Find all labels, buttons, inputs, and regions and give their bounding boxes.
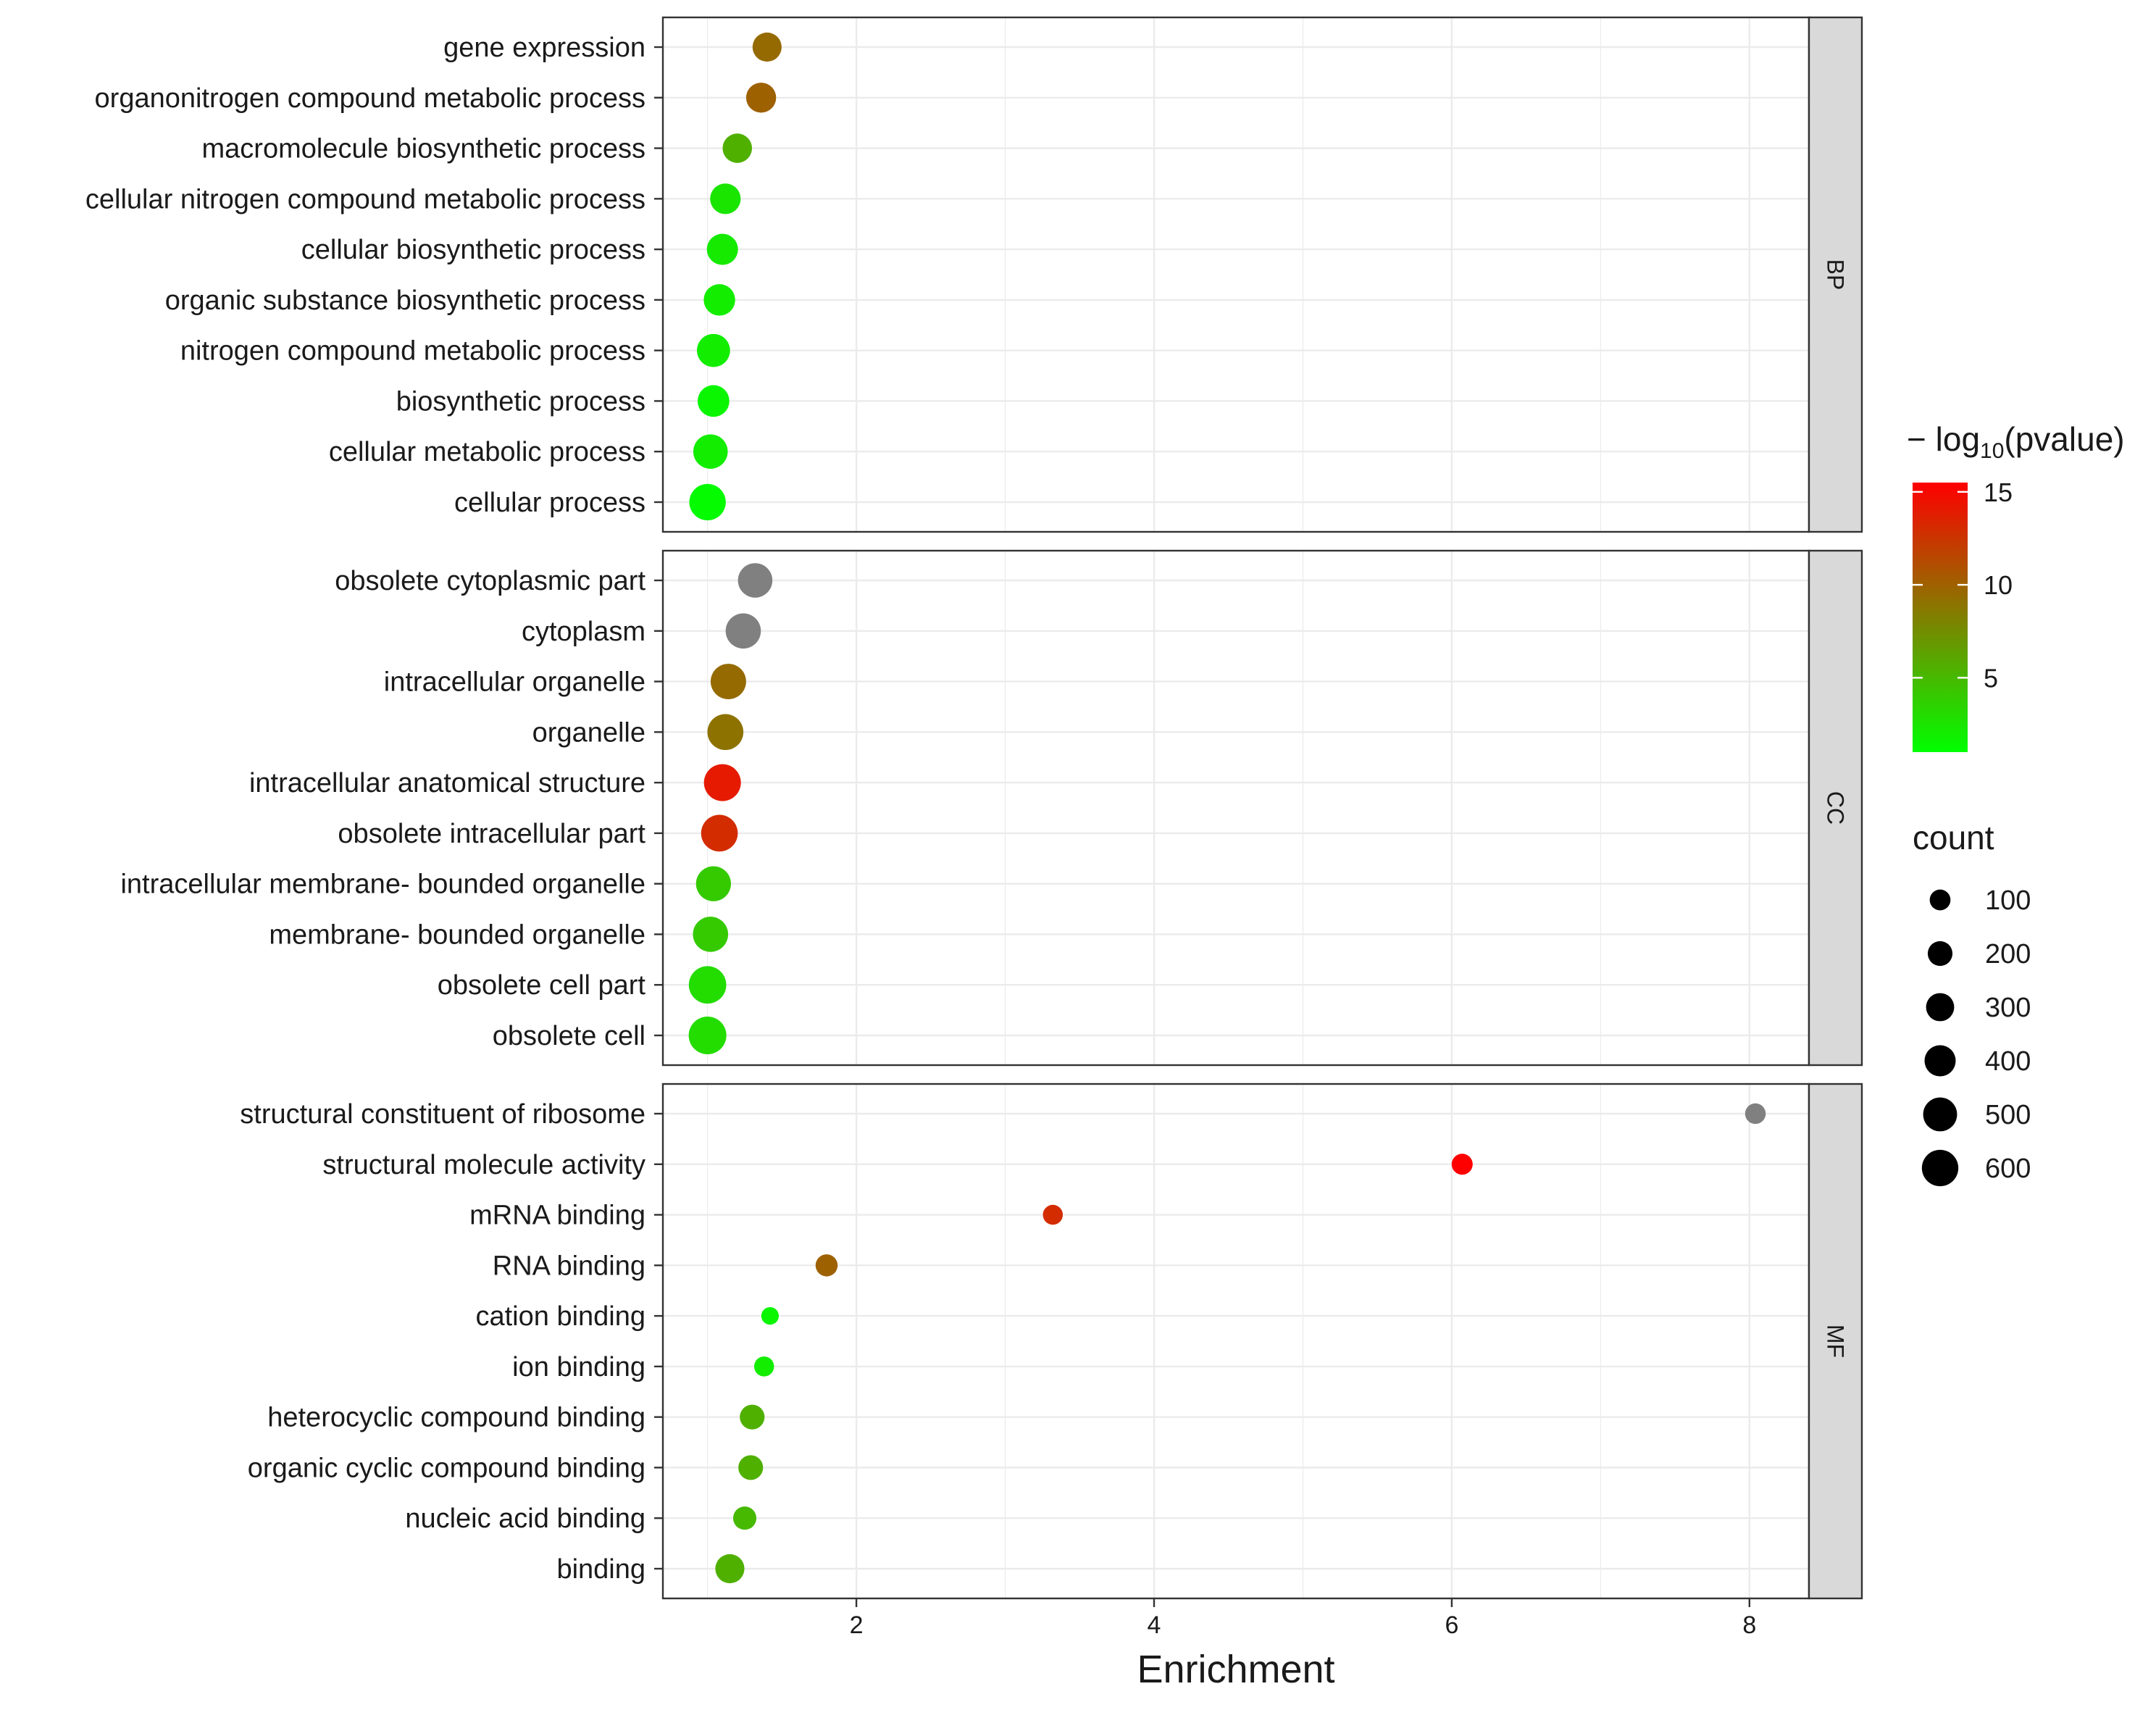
term-label: organic substance biosynthetic process xyxy=(165,285,645,316)
data-point xyxy=(725,613,761,649)
term-label: organonitrogen compound metabolic proces… xyxy=(95,83,645,114)
term-label: obsolete cell xyxy=(493,1021,645,1051)
term-label: nucleic acid binding xyxy=(405,1503,645,1534)
size-legend-dot xyxy=(1926,993,1955,1022)
term-label: cellular metabolic process xyxy=(329,437,645,467)
term-label: organelle xyxy=(532,717,645,748)
data-point xyxy=(1451,1154,1473,1175)
term-label: macromolecule biosynthetic process xyxy=(202,134,646,164)
term-label: intracellular organelle xyxy=(384,667,645,698)
data-point xyxy=(689,483,726,521)
size-legend-label: 400 xyxy=(1985,1046,2031,1077)
data-point xyxy=(738,1455,764,1480)
size-legend-dot xyxy=(1929,889,1951,911)
term-label: mRNA binding xyxy=(469,1201,645,1231)
data-point xyxy=(745,83,777,113)
data-point xyxy=(697,333,730,367)
term-label: nitrogen compound metabolic process xyxy=(180,336,645,367)
data-point xyxy=(738,563,773,598)
facet-strip-label: MF xyxy=(1823,1325,1849,1358)
term-label: cellular process xyxy=(454,488,645,518)
facet-strip-label: CC xyxy=(1823,791,1849,825)
x-tick-label: 8 xyxy=(1742,1611,1756,1639)
facet-strip xyxy=(1808,16,1863,533)
x-tick-label: 4 xyxy=(1148,1611,1161,1639)
size-legend-dot xyxy=(1927,940,1953,967)
term-label: structural constituent of ribosome xyxy=(240,1099,645,1130)
data-point xyxy=(715,1553,745,1584)
term-label: membrane- bounded organelle xyxy=(269,919,645,950)
color-legend: − log10(pvalue) 5 10 15 xyxy=(1907,420,2125,752)
data-point xyxy=(710,183,741,214)
term-label: RNA binding xyxy=(493,1251,645,1281)
term-label: cellular nitrogen compound metabolic pro… xyxy=(85,184,645,214)
term-label: heterocyclic compound binding xyxy=(267,1403,645,1433)
size-legend-label: 200 xyxy=(1985,939,2031,969)
term-label: obsolete cell part xyxy=(438,970,646,1001)
size-legend: count 100 200 300 400 500 600 xyxy=(1913,819,2031,1187)
term-label: biosynthetic process xyxy=(396,386,645,417)
data-point xyxy=(688,1017,727,1054)
term-label: organic cyclic compound binding xyxy=(248,1453,645,1483)
data-point xyxy=(761,1307,780,1325)
data-point xyxy=(753,1356,774,1377)
data-point xyxy=(740,1404,765,1430)
size-legend-label: 600 xyxy=(1985,1154,2031,1184)
term-label: gene expression xyxy=(443,33,645,63)
data-point xyxy=(732,1506,757,1530)
facet-strip xyxy=(1808,1083,1863,1600)
panel-background xyxy=(663,1084,1809,1598)
facet-strip xyxy=(1808,549,1863,1067)
data-point xyxy=(693,434,728,469)
size-legend-label: 100 xyxy=(1985,885,2031,916)
term-label: binding xyxy=(556,1554,645,1585)
term-label: cellular biosynthetic process xyxy=(301,235,645,265)
term-label: structural molecule activity xyxy=(322,1150,645,1180)
term-label: obsolete cytoplasmic part xyxy=(335,566,645,596)
term-label: cytoplasm xyxy=(522,617,645,647)
data-point xyxy=(706,233,738,265)
data-point xyxy=(693,917,729,952)
term-label: obsolete intracellular part xyxy=(338,819,645,849)
data-point xyxy=(701,814,738,852)
panel-background xyxy=(663,17,1809,532)
size-legend-dot xyxy=(1924,1045,1956,1077)
colorbar-tick-label: 5 xyxy=(1984,663,1998,693)
facet-panel-cc: obsolete cytoplasmic part cytoplasm intrac… xyxy=(120,549,1863,1067)
facet-strip-label: BP xyxy=(1823,259,1849,291)
term-label: intracellular membrane- bounded organell… xyxy=(120,869,645,900)
x-tick-label: 6 xyxy=(1445,1611,1458,1639)
term-label: intracellular anatomical structure xyxy=(249,768,645,798)
size-legend-dot xyxy=(1923,1097,1957,1132)
data-point xyxy=(688,966,727,1004)
data-point xyxy=(710,664,746,700)
facet-panel-bp: gene expression organonitrogen compound m… xyxy=(85,16,1863,533)
data-point xyxy=(703,284,735,316)
size-legend-label: 500 xyxy=(1985,1100,2031,1130)
size-legend-title: count xyxy=(1913,819,1994,856)
data-point xyxy=(722,133,753,163)
colorbar-tick-label: 10 xyxy=(1984,570,2013,600)
size-legend-label: 300 xyxy=(1985,993,2031,1023)
panel-background xyxy=(663,551,1809,1065)
x-axis-title: Enrichment xyxy=(1137,1648,1334,1691)
facet-panel-mf: structural constituent of ribosome struct… xyxy=(240,1083,1863,1600)
data-point xyxy=(695,866,731,901)
colorbar-tick-label: 15 xyxy=(1984,477,2013,507)
size-legend-dot xyxy=(1921,1149,1959,1187)
colorbar xyxy=(1913,483,1968,752)
data-point xyxy=(703,764,741,801)
data-point xyxy=(697,385,730,417)
color-legend-title: − log10(pvalue) xyxy=(1907,420,2125,463)
term-label: ion binding xyxy=(512,1352,645,1382)
data-point xyxy=(752,32,782,62)
data-point xyxy=(1745,1103,1766,1125)
data-point xyxy=(1043,1204,1064,1225)
term-label: cation binding xyxy=(475,1301,645,1332)
x-tick-label: 2 xyxy=(850,1611,864,1639)
data-point xyxy=(707,714,744,751)
data-point xyxy=(815,1254,838,1277)
